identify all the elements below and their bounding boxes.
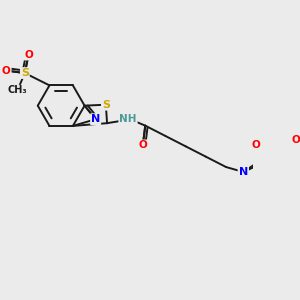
- Text: N: N: [239, 167, 248, 177]
- Text: O: O: [2, 66, 11, 76]
- Text: O: O: [24, 50, 33, 60]
- Text: N: N: [239, 167, 248, 177]
- Text: O: O: [138, 140, 147, 150]
- Text: NH: NH: [119, 115, 137, 124]
- Text: O: O: [292, 135, 300, 146]
- Text: CH₃: CH₃: [8, 85, 27, 95]
- Text: S: S: [102, 100, 110, 110]
- Text: N: N: [91, 114, 100, 124]
- Text: S: S: [21, 68, 29, 78]
- Text: O: O: [251, 140, 260, 150]
